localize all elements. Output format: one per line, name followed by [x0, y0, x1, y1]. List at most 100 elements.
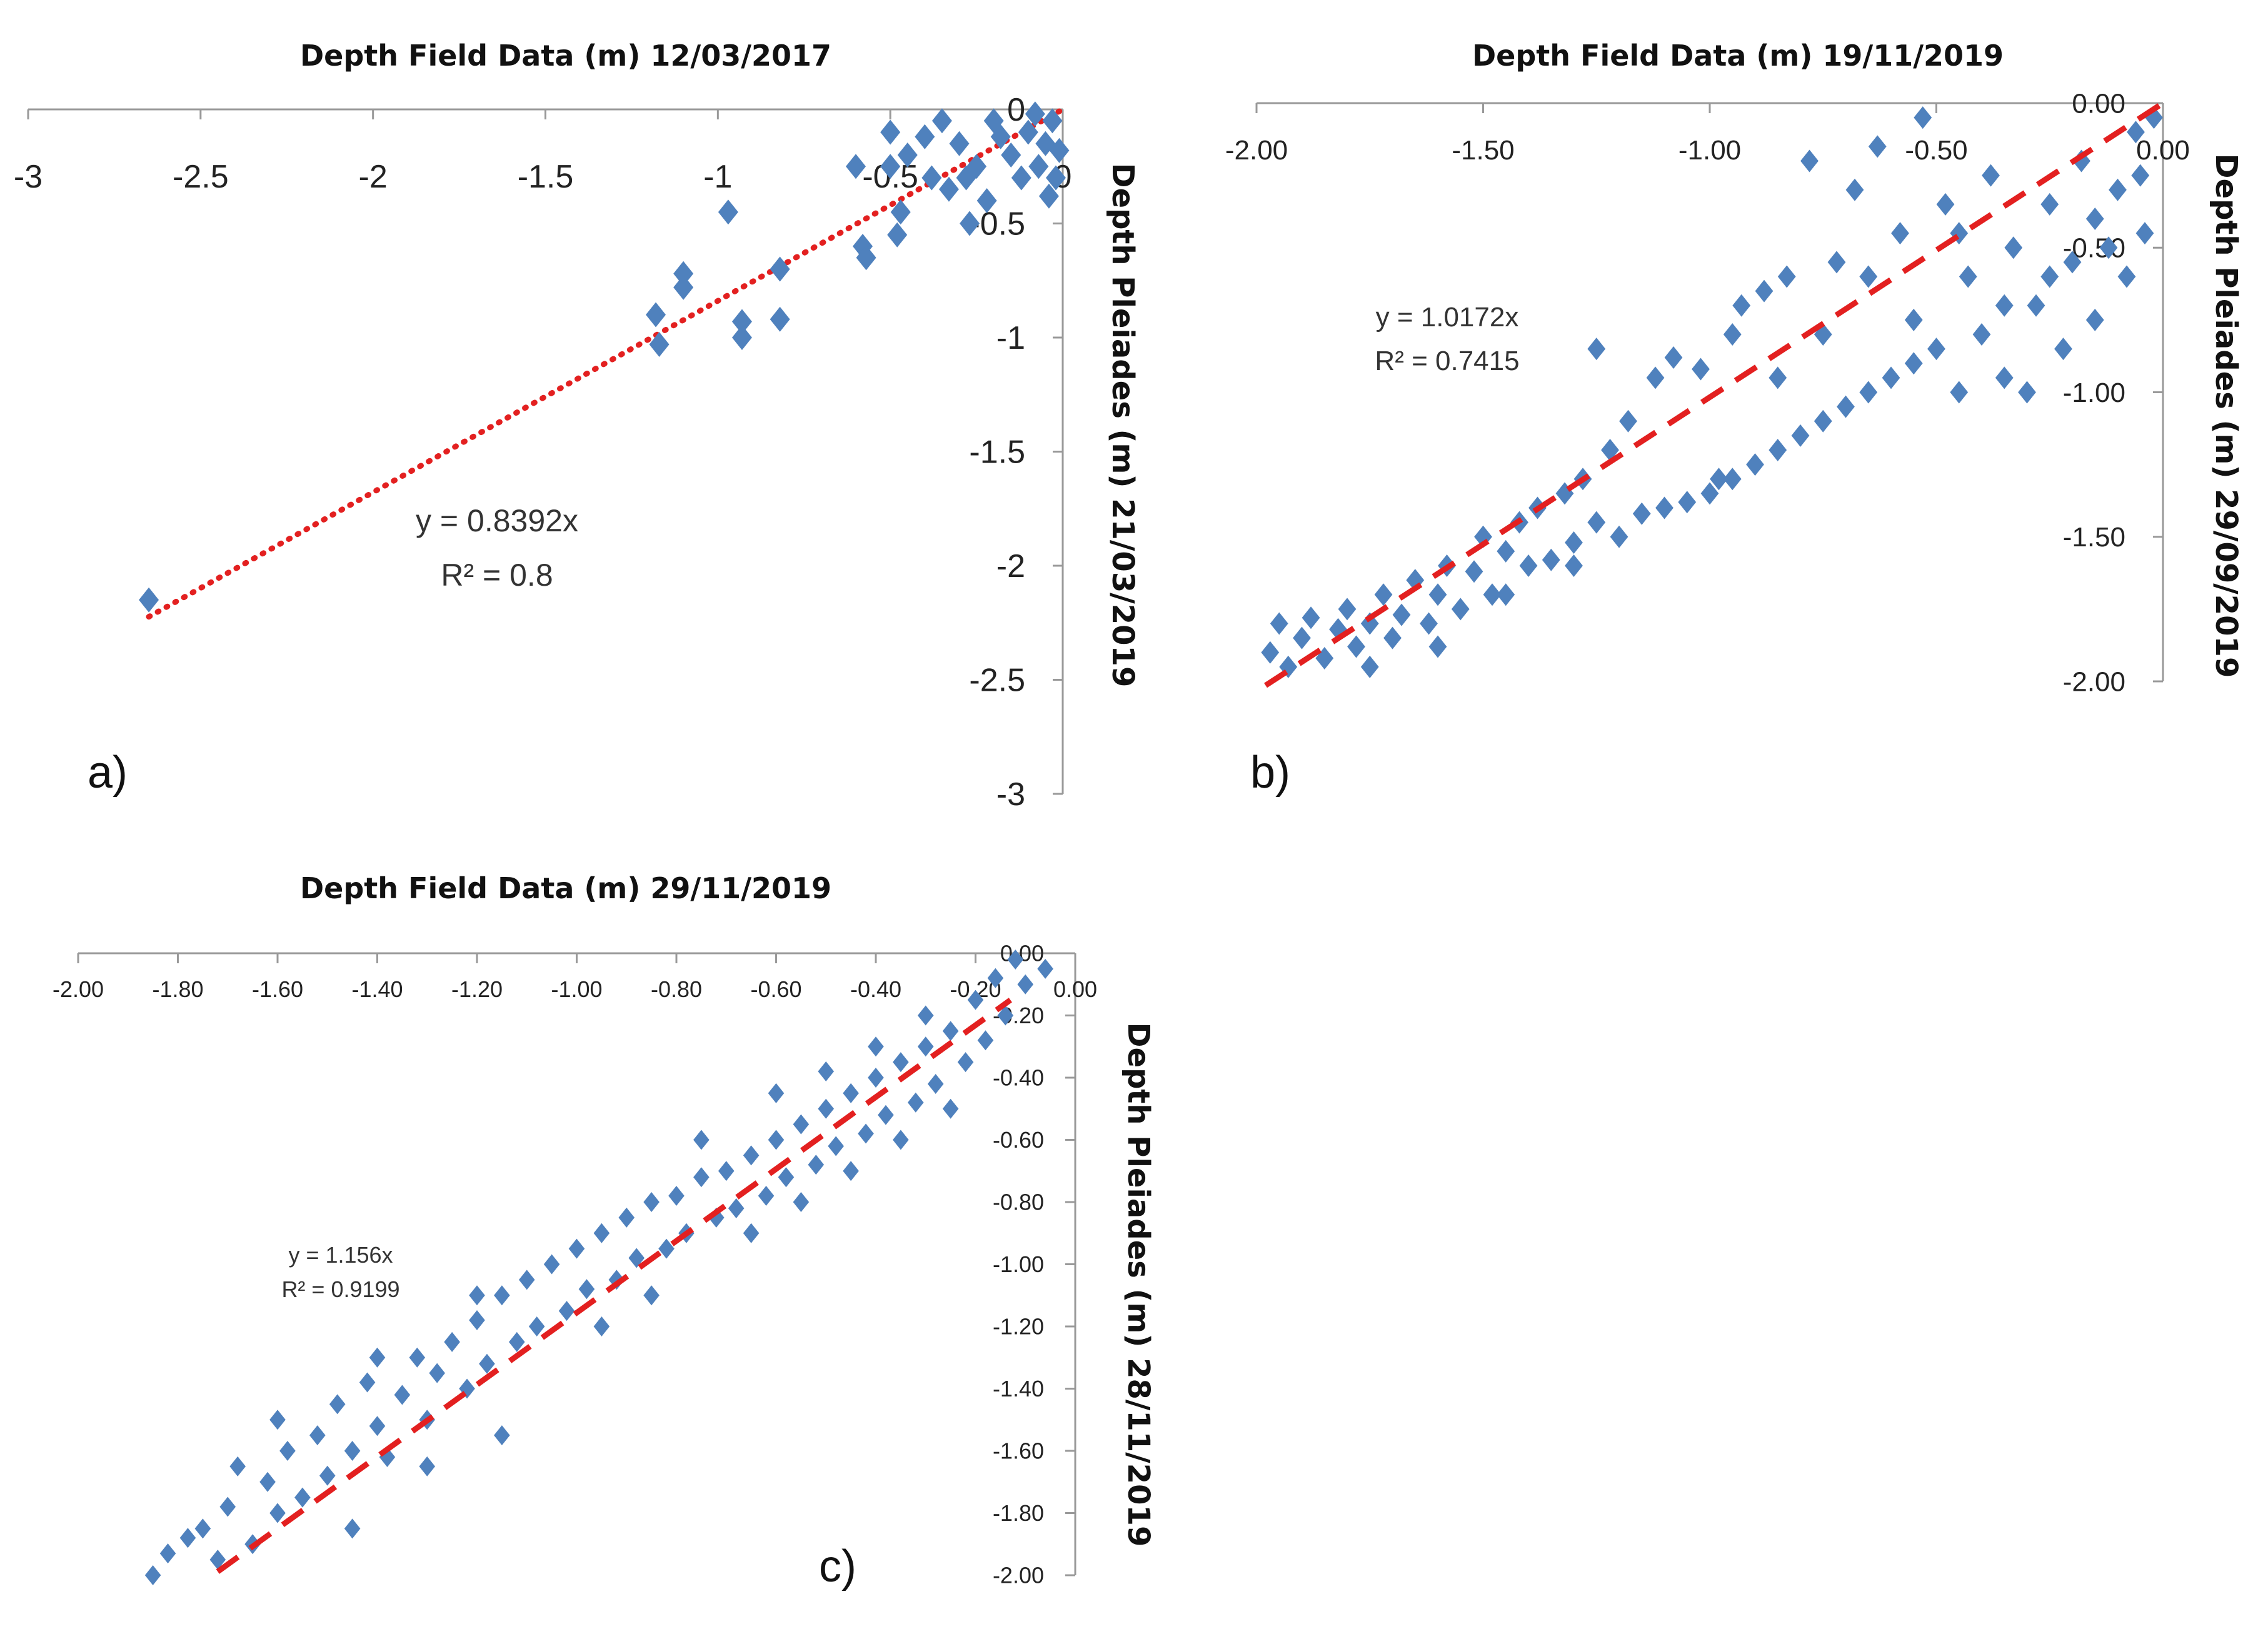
panel-b-data-point: [1519, 554, 1538, 577]
panel-b-data-point: [1632, 502, 1651, 525]
panel-c-data-point: [977, 1030, 994, 1051]
panel-b-data-point: [2085, 208, 2104, 230]
panel-a-data-point: [915, 124, 935, 149]
panel-b-data-point: [1882, 366, 1900, 389]
panel-c-data-point: [778, 1167, 795, 1188]
panel-b-data-point: [1302, 606, 1320, 629]
panel-b-data-point: [1800, 149, 1819, 173]
panel-c-data-point: [743, 1145, 760, 1166]
panel-c-data-point: [818, 1061, 835, 1082]
panel-c-x-tick-label: -0.80: [651, 976, 702, 1002]
panel-c-data-point: [893, 1130, 909, 1150]
panel-b-data-point: [1959, 265, 1977, 288]
panel-c-data-point: [843, 1161, 859, 1181]
panel-c-data-point: [528, 1316, 545, 1336]
panel-b-data-point: [1392, 603, 1411, 626]
panel-b-trendline: [1264, 101, 2165, 688]
panel-c-data-point: [768, 1083, 785, 1103]
panel-b-y-label: Depth Pleiades (m) 29/09/2019: [2209, 154, 2244, 678]
panel-c-x-tick-label: -1.20: [451, 976, 503, 1002]
panel-b-equation: y = 1.0172x: [1376, 302, 1519, 333]
panel-b-data-point: [1868, 135, 1887, 158]
panel-b-data-point: [1293, 626, 1311, 649]
panel-b-data-point: [1814, 409, 1832, 433]
panel-c-y-tick-label: -1.40: [993, 1376, 1044, 1401]
panel-b-data-point: [2040, 265, 2059, 288]
panel-b-data-point: [1700, 482, 1719, 505]
panel-b-data-point: [1497, 583, 1515, 606]
panel-c-data-point: [793, 1114, 810, 1135]
panel-c-data-point: [868, 1036, 884, 1057]
panel-c-y-tick-label: -1.60: [993, 1438, 1044, 1464]
panel-b-data-point: [2085, 308, 2104, 331]
panel-c-data-point: [568, 1238, 585, 1259]
panel-c-data-point: [643, 1192, 660, 1212]
panel-c-data-point: [843, 1083, 859, 1103]
panel-c-data-point: [917, 1036, 934, 1057]
panel-c-data-point: [957, 1052, 974, 1073]
panel-b-data-point: [1664, 346, 1683, 369]
panel-c-data-point: [259, 1471, 276, 1492]
panel-c-trendline: [216, 998, 1012, 1574]
panel-b-data-point: [1587, 511, 1606, 534]
panel-c-data-point: [893, 1052, 909, 1073]
panel-c-data-point: [229, 1456, 246, 1476]
panel-a-data-point: [646, 302, 666, 328]
panel-a-data-point: [770, 256, 790, 282]
panel-b-label: b): [1250, 748, 1290, 798]
panel-b-data-point: [1723, 468, 1742, 491]
panel-c-x-tick-label: -0.60: [750, 976, 801, 1002]
panel-c-data-point: [1007, 949, 1024, 970]
panel-c-data-point: [159, 1543, 176, 1564]
panel-b-data-point: [1927, 338, 1945, 361]
panel-c-r-squared: R² = 0.9199: [281, 1276, 399, 1302]
panel-b-data-point: [2063, 251, 2082, 274]
panel-c-data-point: [329, 1394, 346, 1415]
panel-b-data-point: [1732, 294, 1751, 317]
panel-b-data-point: [1995, 294, 2014, 317]
panel-c-y-tick-label: 0.00: [1000, 941, 1044, 966]
panel-c-data-point: [494, 1285, 510, 1306]
panel-c-x-tick-label: -1.00: [551, 976, 602, 1002]
panel-a-data-point: [966, 154, 987, 179]
panel-c-data-point: [359, 1372, 376, 1393]
panel-a-y-tick-label: 0: [1007, 92, 1025, 128]
panel-b-data-point: [1769, 439, 1787, 461]
panel-a-data-point: [921, 165, 942, 191]
panel-b-x-tick-label: -0.50: [1905, 135, 1967, 166]
panel-a-y-tick-label: -1: [996, 320, 1025, 356]
panel-c-data-point: [693, 1167, 710, 1188]
panel-b-data-point: [1950, 381, 1969, 404]
panel-a-data-point: [880, 119, 901, 145]
panel-b-data-point: [1610, 525, 1628, 548]
panel-b-data-point: [1497, 539, 1515, 563]
panel-c-data-point: [419, 1456, 436, 1476]
panel-b-r-squared: R² = 0.7415: [1375, 346, 1519, 376]
panel-c-x-tick-label: -1.60: [252, 976, 303, 1002]
panel-a-data-point: [890, 199, 911, 225]
panel-c-data-point: [728, 1198, 745, 1218]
panel-a-data-point: [1028, 154, 1049, 179]
panel-b-data-point: [2099, 236, 2118, 259]
panel-b-data-point: [1692, 358, 1710, 381]
panel-b-data-point: [2027, 294, 2045, 317]
panel-b-data-point: [1995, 366, 2014, 389]
panel-c-y-tick-label: -1.80: [993, 1500, 1044, 1526]
panel-c-data-point: [294, 1487, 311, 1508]
panel-b-data-point: [1542, 548, 1560, 571]
panel-a-data-point: [949, 131, 970, 156]
panel-a-data-point: [1025, 101, 1045, 127]
panel-c-data-point: [743, 1223, 760, 1243]
panel-c-x-tick-label: -0.40: [850, 976, 901, 1002]
panel-c-x-tick-label: -2.00: [53, 976, 104, 1002]
panel-c-data-point: [319, 1465, 336, 1486]
panel-b-data-point: [1451, 598, 1470, 621]
panel-a-data-point: [139, 587, 159, 613]
panel-b-data-point: [2127, 121, 2145, 144]
panel-c-x-tick-label: -1.40: [351, 976, 403, 1002]
panel-b-data-point: [1646, 366, 1665, 389]
panel-b-x-tick-label: 0.00: [2136, 135, 2190, 166]
panel-b-data-point: [1619, 409, 1637, 433]
panel-c-equation: y = 1.156x: [288, 1242, 393, 1268]
panel-b-data-point: [1914, 106, 1932, 129]
